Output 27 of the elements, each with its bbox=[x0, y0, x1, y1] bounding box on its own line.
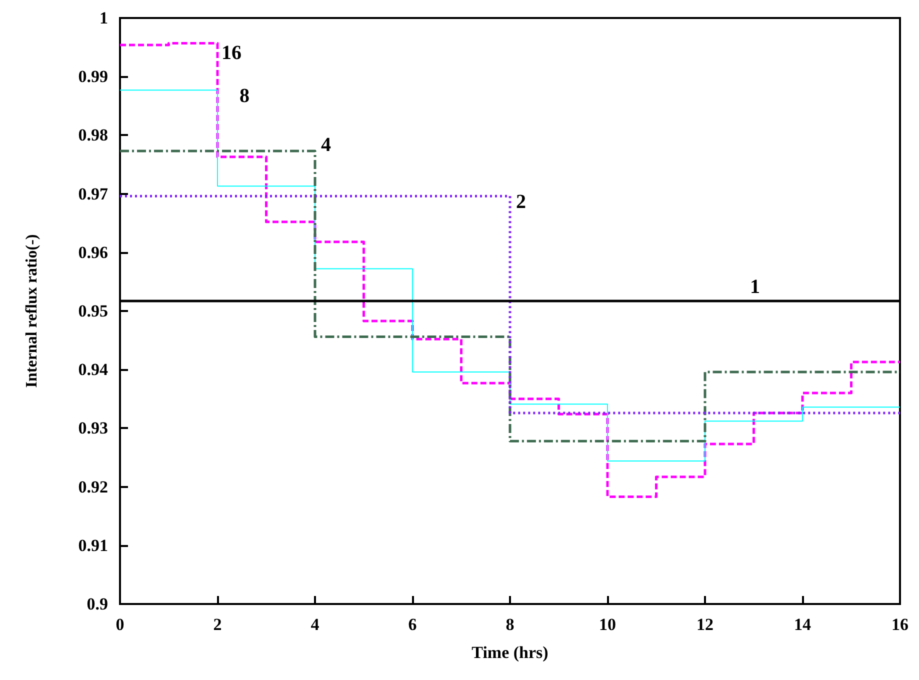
y-tick-label: 0.91 bbox=[78, 536, 108, 555]
series-label: 1 bbox=[750, 276, 760, 298]
y-tick-label: 0.99 bbox=[78, 67, 108, 86]
y-tick-label: 0.95 bbox=[78, 302, 108, 320]
x-axis-title: Time (hrs) bbox=[472, 643, 548, 662]
series-label: 4 bbox=[321, 134, 331, 156]
x-tick-label: 14 bbox=[794, 615, 812, 634]
x-tick-label: 10 bbox=[599, 615, 616, 634]
x-tick-label: 6 bbox=[408, 615, 417, 634]
series-label: 8 bbox=[240, 85, 250, 108]
y-tick-label: 0.92 bbox=[78, 477, 108, 496]
x-tick-label: 16 bbox=[892, 615, 908, 634]
y-axis-title: Internal reflux ratio(-) bbox=[24, 234, 40, 388]
y-tick-label: 0.93 bbox=[78, 418, 108, 438]
series-label: 2 bbox=[516, 191, 526, 214]
y-tick-label: 1 bbox=[100, 8, 108, 28]
y-tick-label: 0.97 bbox=[78, 184, 108, 204]
y-tick-label: 0.96 bbox=[78, 242, 108, 262]
x-tick-label: 0 bbox=[116, 615, 124, 634]
x-tick-label: 2 bbox=[213, 615, 222, 634]
y-tick-label: 0.9 bbox=[86, 594, 108, 614]
x-tick-label: 8 bbox=[506, 615, 514, 634]
y-tick-label: 0.94 bbox=[78, 360, 108, 380]
series-label: 16 bbox=[222, 42, 242, 64]
x-tick-label: 12 bbox=[696, 615, 714, 634]
y-tick-label: 0.98 bbox=[78, 126, 108, 145]
x-tick-label: 4 bbox=[310, 615, 320, 634]
